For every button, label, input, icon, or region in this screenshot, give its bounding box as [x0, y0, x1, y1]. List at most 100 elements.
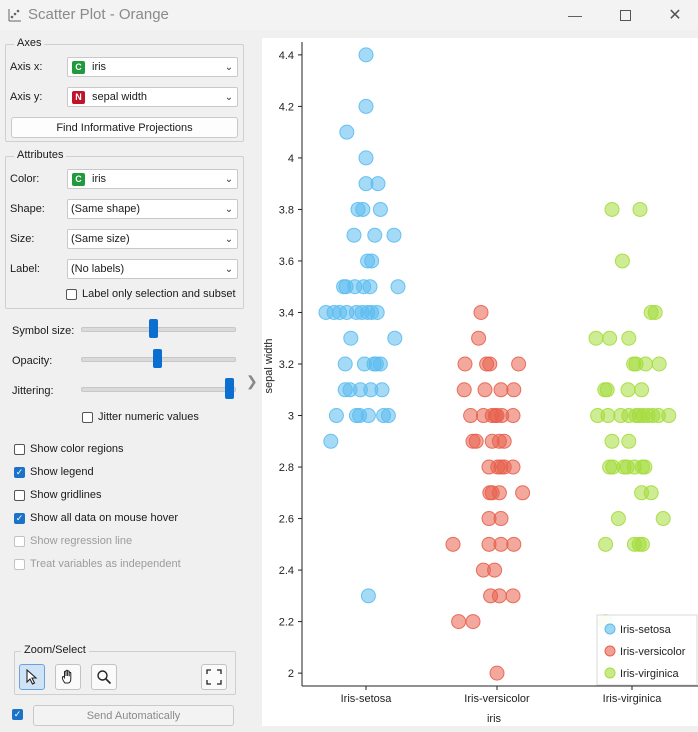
checkbox-box: [66, 288, 77, 300]
scatter-plot-svg[interactable]: 4.4 4.2 4 3.8 3.6 3.4 3.2 3 2.8 2.6 2.4 2.2 2 Iris-se…: [262, 38, 698, 726]
axis-y-combo[interactable]: N sepal width ⌄: [67, 87, 238, 107]
zoom-tool-button[interactable]: [91, 664, 117, 690]
auto-send-checkbox[interactable]: ✓: [12, 709, 28, 720]
opacity-label: Opacity:: [12, 355, 53, 367]
jitter-numeric-checkbox[interactable]: Jitter numeric values: [82, 411, 199, 423]
chevron-down-icon: ⌄: [224, 233, 234, 245]
x-tick-label: Iris-virginica: [603, 693, 663, 705]
minimize-button[interactable]: —: [560, 4, 590, 26]
data-point-iris-versicolor: [505, 408, 521, 424]
symbol-size-handle[interactable]: [149, 319, 158, 338]
checkmark-icon: ✓: [12, 709, 23, 720]
collapse-panel-arrow-icon[interactable]: ❯: [246, 373, 258, 389]
data-point-iris-versicolor: [511, 356, 527, 372]
shape-label: Shape:: [10, 203, 45, 215]
chevron-down-icon: ⌄: [224, 203, 234, 215]
checkbox-box: [14, 489, 25, 501]
data-point-iris-setosa: [346, 227, 362, 243]
data-point-iris-setosa: [364, 253, 380, 269]
pointer-tool-button[interactable]: [19, 664, 45, 690]
label-value: (No labels): [71, 263, 125, 275]
checkbox-box: [14, 535, 25, 547]
scatter-plot-app-icon: [8, 9, 21, 22]
y-tick-label: 4.2: [279, 101, 294, 113]
data-point-iris-virginica: [661, 408, 677, 424]
legend-label: Iris-virginica: [620, 668, 680, 680]
show-gridlines-checkbox[interactable]: Show gridlines: [14, 489, 102, 501]
label-only-selection-checkbox[interactable]: Label only selection and subset: [66, 288, 236, 300]
treat-independent-text: Treat variables as independent: [30, 558, 181, 570]
zoom-select-title: Zoom/Select: [21, 644, 89, 656]
data-point-iris-setosa: [360, 588, 376, 604]
color-combo[interactable]: C iris ⌄: [67, 169, 238, 189]
data-point-iris-virginica: [651, 356, 667, 372]
title-bar: Scatter Plot - Orange — ✕: [0, 0, 698, 30]
send-automatically-button[interactable]: Send Automatically: [33, 705, 234, 726]
data-point-iris-virginica: [638, 356, 654, 372]
show-all-data-checkbox[interactable]: ✓ Show all data on mouse hover: [14, 512, 178, 524]
data-point-iris-versicolor: [515, 485, 531, 501]
data-point-iris-virginica: [647, 304, 663, 320]
symbol-size-track[interactable]: [81, 327, 236, 332]
shape-value: (Same shape): [71, 203, 141, 215]
data-point-iris-versicolor: [491, 588, 507, 604]
data-point-iris-setosa: [390, 279, 406, 295]
label-only-selection-text: Label only selection and subset: [82, 288, 236, 300]
shape-combo[interactable]: (Same shape) ⌄: [67, 199, 238, 219]
legend-swatch: [604, 667, 616, 679]
data-point-iris-setosa: [358, 98, 374, 114]
data-point-iris-setosa: [343, 330, 359, 346]
window-title: Scatter Plot - Orange: [28, 6, 169, 23]
data-point-iris-versicolor: [491, 485, 507, 501]
data-point-iris-virginica: [637, 459, 653, 475]
data-point-iris-virginica: [621, 433, 637, 449]
y-tick-label: 2.8: [279, 462, 294, 474]
attributes-group-title: Attributes: [14, 149, 67, 161]
show-regression-text: Show regression line: [30, 535, 133, 547]
pointer-icon: [26, 669, 38, 685]
magnifier-icon: [97, 670, 112, 685]
axes-group-title: Axes: [14, 37, 45, 49]
size-value: (Same size): [71, 233, 130, 245]
data-point-iris-versicolor: [456, 382, 472, 398]
close-button[interactable]: ✕: [660, 4, 690, 26]
data-point-iris-versicolor: [493, 382, 509, 398]
y-tick-label: 3.2: [279, 359, 294, 371]
jittering-track[interactable]: [81, 387, 236, 392]
fit-view-button[interactable]: [201, 664, 227, 690]
label-combo[interactable]: (No labels) ⌄: [67, 259, 238, 279]
hand-pan-icon: [61, 669, 72, 684]
show-legend-text: Show legend: [30, 466, 94, 478]
maximize-button[interactable]: [610, 4, 640, 26]
data-point-iris-virginica: [632, 201, 648, 217]
show-legend-checkbox[interactable]: ✓ Show legend: [14, 466, 94, 478]
data-point-iris-versicolor: [473, 304, 489, 320]
data-point-iris-virginica: [643, 485, 659, 501]
axis-x-combo[interactable]: C iris ⌄: [67, 57, 238, 77]
data-point-iris-setosa: [369, 304, 385, 320]
jitter-numeric-text: Jitter numeric values: [98, 411, 199, 423]
find-informative-projections-button[interactable]: Find Informative Projections: [11, 117, 238, 138]
x-tick-label: Iris-versicolor: [464, 693, 530, 705]
data-point-iris-setosa: [362, 279, 378, 295]
label-label: Label:: [10, 263, 40, 275]
data-point-iris-setosa: [360, 408, 376, 424]
y-tick-label: 3.6: [279, 256, 294, 268]
data-point-iris-versicolor: [465, 614, 481, 630]
data-point-iris-setosa: [323, 433, 339, 449]
opacity-handle[interactable]: [153, 349, 162, 368]
axis-y-label: Axis y:: [10, 91, 43, 103]
chevron-down-icon: ⌄: [224, 61, 234, 73]
size-combo[interactable]: (Same size) ⌄: [67, 229, 238, 249]
pan-tool-button[interactable]: [55, 664, 81, 690]
data-point-iris-versicolor: [505, 459, 521, 475]
data-point-iris-versicolor: [457, 356, 473, 372]
show-color-regions-checkbox[interactable]: Show color regions: [14, 443, 124, 455]
plot-area[interactable]: 4.4 4.2 4 3.8 3.6 3.4 3.2 3 2.8 2.6 2.4 2.2 2 Iris-se…: [262, 38, 698, 726]
chevron-down-icon: ⌄: [224, 263, 234, 275]
jittering-handle[interactable]: [225, 378, 234, 399]
categorical-icon: C: [72, 60, 85, 74]
y-tick-label: 2.6: [279, 514, 294, 526]
data-point-iris-virginica: [598, 536, 614, 552]
attributes-group: Attributes Color: C iris ⌄ Shape: (Same …: [5, 149, 244, 309]
